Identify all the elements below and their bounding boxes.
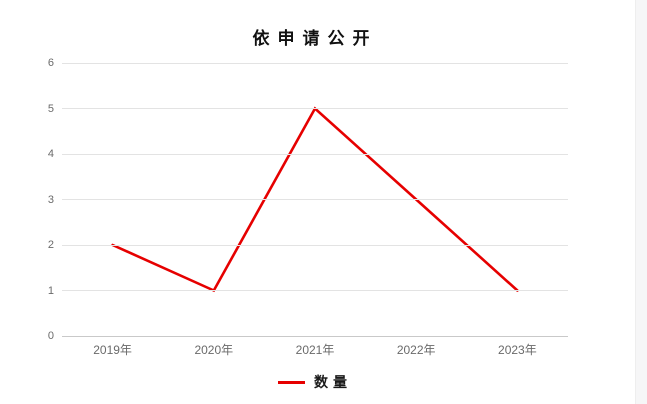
gridline-y-6: [62, 62, 568, 64]
page-right-margin-strip: [635, 0, 647, 404]
gridline-y-3: [62, 199, 568, 200]
y-tick-label-2: 2: [47, 239, 54, 251]
gridline-y-4: [62, 153, 568, 155]
y-tick-label-5: 5: [47, 102, 54, 115]
chart-title: 依申请公开: [252, 29, 378, 48]
gridline-y-1: [62, 290, 568, 291]
y-tick-label-4: 4: [47, 148, 54, 160]
x-tick-label-1: 2020年: [194, 343, 234, 357]
gridline-y-0: [62, 335, 568, 337]
plot-area: [62, 62, 568, 337]
x-tick-label-2: 2021年: [295, 343, 335, 357]
legend: 数量: [62, 372, 568, 392]
y-tick-label-3: 3: [47, 193, 54, 206]
x-tick-label-4: 2023年: [498, 343, 537, 357]
y-tick-label-0: 0: [47, 330, 54, 342]
x-tick-label-3: 2022年: [396, 343, 436, 357]
legend-line-swatch: [278, 380, 305, 384]
y-tick-label-6: 6: [47, 57, 54, 69]
gridline-y-2: [62, 244, 568, 246]
x-tick-label-0: 2019年: [93, 343, 132, 357]
gridline-y-5: [62, 108, 568, 109]
legend-series-label: 数量: [314, 376, 352, 391]
y-tick-label-1: 1: [47, 284, 54, 297]
